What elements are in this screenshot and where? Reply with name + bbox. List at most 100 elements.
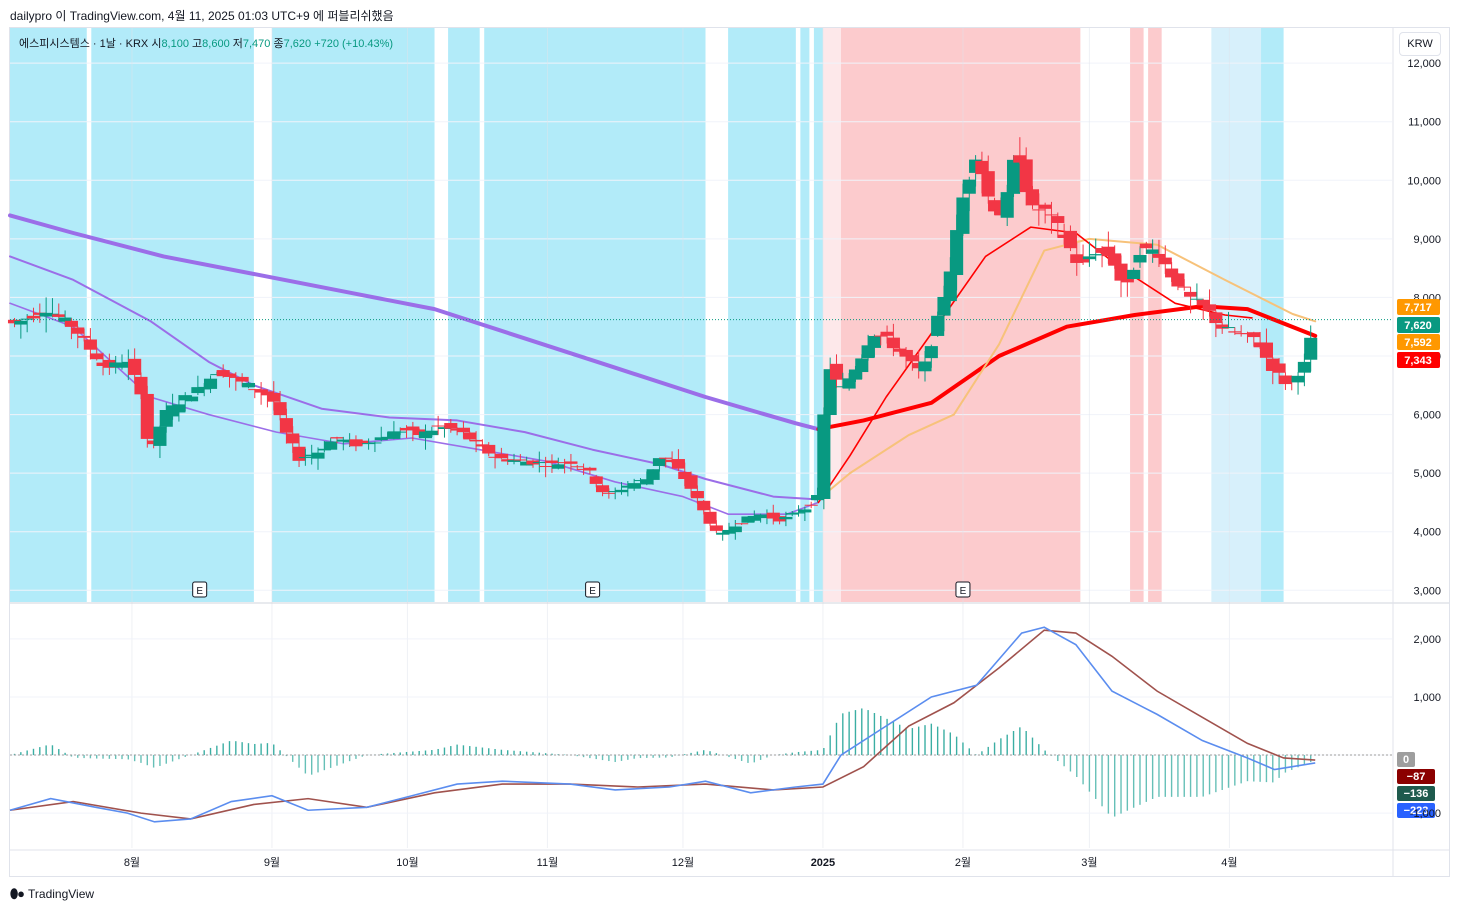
candle-body <box>1000 192 1014 218</box>
candle-body <box>172 404 186 413</box>
candle-body <box>298 457 312 459</box>
candle-body <box>855 358 869 373</box>
macd-tick-label: -1,000 <box>1410 808 1441 820</box>
earnings-marker: E <box>192 581 208 598</box>
candle-body <box>785 513 799 515</box>
candle-body <box>1089 254 1103 256</box>
background-band <box>841 28 1081 602</box>
candle-body <box>463 432 477 440</box>
footer-brand[interactable]: ⬮● TradingView <box>10 886 94 902</box>
macd-badge <box>1397 769 1435 784</box>
candle-body <box>861 345 875 359</box>
close-label: 종 <box>273 38 284 50</box>
candle-body <box>539 466 553 468</box>
candle-body <box>1120 276 1134 283</box>
candle-body <box>387 431 401 439</box>
candle-body <box>1032 209 1046 211</box>
candle-body <box>988 200 1002 212</box>
time-tick-label: 3월 <box>1081 856 1097 869</box>
candle-body <box>393 431 407 433</box>
candle-body <box>77 335 91 338</box>
currency-button[interactable]: KRW <box>1399 32 1441 56</box>
candle-body <box>513 459 527 461</box>
candle-body <box>1019 159 1033 193</box>
candle-body <box>652 458 666 466</box>
macd-badge-label: −223 <box>1404 805 1429 817</box>
candle-body <box>1272 363 1286 373</box>
tradingview-logo-icon: ⬮● <box>10 886 25 901</box>
candle-body <box>614 489 629 493</box>
candle-body <box>1297 361 1311 373</box>
candle-body <box>241 382 256 388</box>
background-band <box>484 28 706 602</box>
price-tick-label: 3,000 <box>1413 585 1441 597</box>
earnings-marker-label: E <box>196 586 203 597</box>
time-tick-label: 9월 <box>264 856 280 869</box>
candle-body <box>684 475 698 489</box>
candle-body <box>545 460 559 463</box>
candle-body <box>829 363 844 380</box>
candle-body <box>671 459 685 469</box>
candle-body <box>494 453 508 459</box>
candle-body <box>216 370 230 377</box>
candle-body <box>1025 189 1040 206</box>
candle-body <box>1247 332 1261 338</box>
time-tick-label: 10월 <box>396 856 418 869</box>
candle-body <box>1006 159 1021 194</box>
background-band <box>271 28 435 602</box>
candle-body <box>848 369 863 380</box>
earnings-marker-box <box>192 581 208 598</box>
candle-body <box>1013 155 1027 163</box>
candle-body <box>1215 324 1229 329</box>
price-badge <box>1397 317 1440 333</box>
candle-body <box>1114 263 1128 281</box>
high-label: 고 <box>192 38 203 50</box>
candle-body <box>924 346 938 359</box>
candle-body <box>1196 299 1210 306</box>
time-tick-label: 8월 <box>124 856 140 869</box>
moving-average-line <box>9 255 820 501</box>
price-badge <box>1397 352 1440 368</box>
candle-body <box>1228 331 1242 333</box>
candle-body <box>1158 257 1172 265</box>
change-value: +720 (+10.43%) <box>314 38 394 50</box>
candle-body <box>425 430 439 436</box>
candle-body <box>1044 214 1059 216</box>
moving-average-line <box>9 302 820 515</box>
candle-body <box>52 314 66 317</box>
candle-body <box>1190 298 1204 300</box>
candle-body <box>14 320 28 325</box>
candle-body <box>128 358 142 375</box>
candle-body <box>570 466 584 468</box>
publish-info: dailypro 이 TradingView.com, 4월 11, 2025 … <box>10 9 394 23</box>
macd-tick-label: 2,000 <box>1413 634 1441 646</box>
time-tick-label: 2월 <box>955 856 971 869</box>
candle-body <box>469 439 483 442</box>
open-value: 8,100 <box>161 38 189 50</box>
candle-body <box>602 492 616 494</box>
price-badge-label: 7,717 <box>1404 302 1432 314</box>
candle-body <box>962 179 976 194</box>
candle-body <box>899 349 913 357</box>
candle-body <box>703 511 717 524</box>
background-band <box>800 28 810 602</box>
candle-body <box>1146 249 1160 254</box>
price-tick-label: 4,000 <box>1413 527 1441 539</box>
candle-body <box>254 389 268 393</box>
candle-body <box>374 437 388 441</box>
candle-body <box>943 271 957 302</box>
candle-body <box>185 396 199 402</box>
candle-body <box>867 335 881 348</box>
candle-body <box>659 457 673 459</box>
candle-body <box>804 504 818 506</box>
price-tick-label: 12,000 <box>1407 58 1441 70</box>
macd-badge-label: 0 <box>1403 754 1409 766</box>
candle-body <box>716 532 730 535</box>
candle-body <box>747 515 761 521</box>
candle-body <box>362 443 376 445</box>
brand-name: TradingView <box>28 887 95 901</box>
price-tick-label: 5,000 <box>1413 468 1441 480</box>
candle-body <box>235 376 249 382</box>
background-band <box>1261 28 1284 602</box>
